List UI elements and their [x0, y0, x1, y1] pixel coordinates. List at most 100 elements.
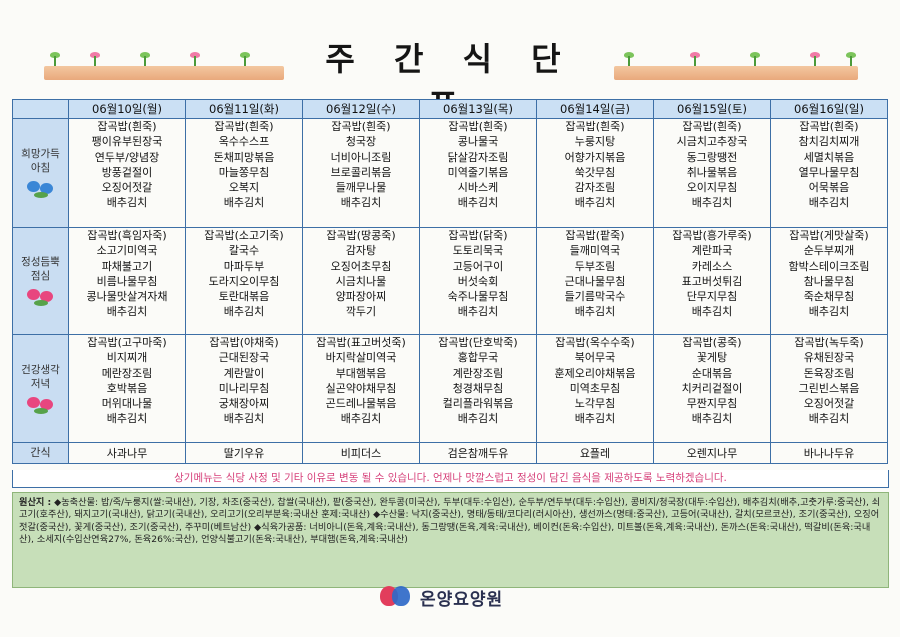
snack-cell: 비피더스 — [302, 442, 420, 464]
dish-item: 청경채무침 — [452, 381, 504, 395]
dish-item: 오징어젓갈 — [803, 397, 855, 411]
dish-item: 그린빈스볶음 — [798, 381, 860, 395]
menu-cell: 잡곡밥(흰죽) 누룽지탕 어향가지볶음 쑥갓무침 감자조림 배추김치 — [536, 118, 654, 228]
dish-item: 메란장조림 — [101, 366, 153, 380]
dish-item: 근대된장국 — [218, 351, 270, 365]
dish-item: 잡곡밥(소고기죽) — [204, 229, 284, 242]
dish-item: 잡곡밥(흰죽) — [214, 120, 274, 133]
dish-item: 콩나물맛살겨자채 — [86, 290, 168, 304]
dish-item: 들깨미역국 — [569, 244, 621, 258]
dish-item: 배추김치 — [106, 196, 148, 210]
dish-item: 칼국수 — [228, 244, 260, 258]
dish-item: 동그랑땡전 — [686, 150, 738, 164]
day-header: 06월12일(수) — [302, 99, 420, 119]
notice-text: 상기메뉴는 식당 사정 및 기타 이유로 변동 될 수 있습니다. 언제나 맛깔… — [12, 470, 889, 488]
dish-item: 고등어구이 — [452, 259, 504, 273]
dish-item: 감자조림 — [574, 181, 616, 195]
pink-flower-icon — [25, 396, 57, 415]
dish-item: 비지찌개 — [106, 351, 148, 365]
dish-item: 배추김치 — [223, 196, 265, 210]
dish-item: 마늘쫑무침 — [218, 165, 270, 179]
dish-item: 잡곡밥(흥가루죽) — [672, 229, 752, 242]
dish-item: 배추김치 — [457, 196, 499, 210]
day-header: 06월11일(화) — [185, 99, 303, 119]
menu-cell: 잡곡밥(고구마죽) 비지찌개 메란장조림 호박볶음 머위대나물 배추김치 — [68, 334, 186, 443]
dish-item: 잡곡밥(팥죽) — [565, 229, 625, 242]
dish-item: 돈육장조림 — [803, 366, 855, 380]
dish-item: 토란대볶음 — [218, 290, 270, 304]
dish-item: 궁채장아찌 — [218, 397, 270, 411]
dish-item: 잡곡밥(흰죽) — [682, 120, 742, 133]
dish-item: 잡곡밥(흰죽) — [799, 120, 859, 133]
meal-row-lunch: 정성듬뿍 점심 잡곡밥(흑임자죽) 소고기미역국 파채불고기 비름나물무침 콩나물맛살겨… — [12, 227, 888, 335]
dish-item: 죽순채무침 — [803, 290, 855, 304]
decorative-ribbon-right — [614, 66, 858, 80]
dish-item: 미역줄기볶음 — [447, 165, 509, 179]
dish-item: 세멸치볶음 — [803, 150, 855, 164]
dish-item: 팽이유부된장국 — [91, 135, 163, 149]
dish-item: 순두부찌개 — [803, 244, 855, 258]
dish-item: 단무지무침 — [686, 290, 738, 304]
dish-item: 배추김치 — [223, 412, 265, 426]
dish-item: 양파장아찌 — [335, 290, 387, 304]
dish-item: 곤드레나물볶음 — [325, 397, 397, 411]
menu-cell: 잡곡밥(땅콩죽) 감자탕 오징어초무침 시금치나물 양파장아찌 깍두기 — [302, 227, 420, 335]
dish-item: 잡곡밥(옥수수죽) — [555, 336, 635, 349]
dish-item: 돈채피망볶음 — [213, 150, 275, 164]
brand-name: 온양요양원 — [420, 590, 504, 610]
dish-item: 호박볶음 — [106, 381, 148, 395]
dish-item: 참나물무침 — [803, 274, 855, 288]
menu-cell: 잡곡밥(단호박죽) 홍합무국 계란장조림 청경채무침 컬리플라워볶음 배추김치 — [419, 334, 537, 443]
dish-item: 근대나물무침 — [564, 274, 626, 288]
flower-icon — [190, 52, 200, 66]
dish-item: 배추김치 — [106, 305, 148, 319]
snack-cell: 요플레 — [536, 442, 654, 464]
snack-cell: 사과나무 — [68, 442, 186, 464]
meal-label-text: 희망가득 아침 — [21, 148, 60, 174]
dish-item: 오징어초무침 — [330, 259, 392, 273]
dish-item: 잡곡밥(표고버섯죽) — [316, 336, 406, 349]
dish-item: 훈제오리야채볶음 — [554, 366, 636, 380]
dish-item: 잡곡밥(흰죽) — [331, 120, 391, 133]
dish-item: 카레소스 — [691, 259, 733, 273]
menu-cell: 잡곡밥(흰죽) 옥수수스프 돈채피망볶음 마늘쫑무침 오복지 배추김치 — [185, 118, 303, 228]
snack-cell: 오렌지나무 — [653, 442, 771, 464]
dish-item: 너비아니조림 — [330, 150, 392, 164]
dish-item: 배추김치 — [574, 305, 616, 319]
meal-label-snack: 간식 — [12, 442, 69, 464]
menu-cell: 잡곡밥(옥수수죽) 북어무국 훈제오리야채볶음 미역초무침 노각무침 배추김치 — [536, 334, 654, 443]
pink-flower-icon — [25, 289, 57, 307]
dish-item: 유채된장국 — [803, 351, 855, 365]
dish-item: 무짠지무침 — [686, 397, 738, 411]
dish-item: 홍합무국 — [457, 351, 499, 365]
snack-cell: 바나나두유 — [770, 442, 888, 464]
dish-item: 파채불고기 — [101, 259, 153, 273]
dish-item: 잡곡밥(흰죽) — [565, 120, 625, 133]
dish-item: 계란파국 — [691, 244, 733, 258]
dish-item: 표고버섯튀김 — [681, 274, 743, 288]
dish-item: 배추김치 — [574, 412, 616, 426]
dish-item: 도라지오이무침 — [208, 274, 280, 288]
sprout-icon — [140, 52, 150, 66]
dish-item: 열무나물무침 — [798, 165, 860, 179]
sprout-icon — [750, 52, 760, 66]
dish-item: 감자탕 — [345, 244, 377, 258]
meal-row-dinner: 건강생각 저녁 잡곡밥(고구마죽) 비지찌개 메란장조림 호박볶음 머위대나물 배추김치 … — [12, 334, 888, 443]
decorative-ribbon-left — [44, 66, 284, 80]
dish-item: 두부조림 — [574, 259, 616, 273]
dish-item: 옥수수스프 — [218, 135, 270, 149]
weekly-menu-table: 06월10일(월) 06월11일(화) 06월12일(수) 06월13일(목) … — [12, 99, 888, 464]
corner-cell — [12, 99, 69, 119]
day-header: 06월15일(토) — [653, 99, 771, 119]
dish-item: 잡곡밥(흑임자죽) — [87, 229, 167, 242]
dish-item: 배추김치 — [223, 305, 265, 319]
dish-item: 계란말이 — [223, 366, 265, 380]
dish-item: 바지락살미역국 — [325, 351, 397, 365]
dish-item: 잡곡밥(흰죽) — [97, 120, 157, 133]
dish-item: 배추김치 — [457, 305, 499, 319]
dish-item: 소고기미역국 — [96, 244, 158, 258]
menu-cell: 잡곡밥(흥가루죽) 계란파국 카레소스 표고버섯튀김 단무지무침 배추김치 — [653, 227, 771, 335]
dish-item: 치커리겉절이 — [681, 381, 743, 395]
dish-item: 배추김치 — [106, 412, 148, 426]
dish-item: 오이지무침 — [686, 181, 738, 195]
